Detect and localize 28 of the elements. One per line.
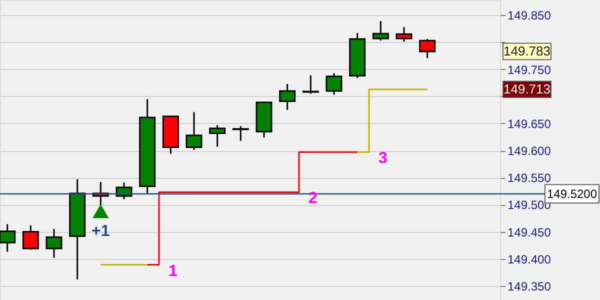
candlestick xyxy=(372,20,389,42)
candlestick xyxy=(22,224,39,250)
candlestick xyxy=(0,223,16,253)
candlestick xyxy=(396,26,412,42)
text: 149.783 xyxy=(504,43,550,58)
candlestick xyxy=(279,83,296,111)
ref-line-label: 149.5200 xyxy=(546,186,598,201)
y-tick-label: 149.550 xyxy=(508,171,552,186)
y-tick-label: 149.600 xyxy=(508,144,552,158)
annotation: 2 xyxy=(308,190,318,208)
annotation: 3 xyxy=(378,150,388,168)
candlestick xyxy=(209,124,226,148)
candlestick xyxy=(302,74,319,94)
y-tick-label: 149.650 xyxy=(508,116,552,131)
annotation: +1 xyxy=(92,223,110,240)
y-tick-label: 149.850 xyxy=(508,8,552,23)
candlestick xyxy=(186,111,202,151)
y-tick-label: 149.350 xyxy=(508,279,552,294)
candlestick xyxy=(232,125,249,142)
candlestick xyxy=(326,72,342,96)
candlestick xyxy=(116,182,132,200)
text: 149.713 xyxy=(504,81,550,96)
y-tick-label: 149.400 xyxy=(508,252,552,266)
y-tick-label: 149.750 xyxy=(508,62,552,77)
y-tick-label: 149.450 xyxy=(508,225,552,240)
candlestick xyxy=(419,38,436,59)
annotation: 1 xyxy=(168,262,178,280)
candlestick xyxy=(46,228,62,259)
